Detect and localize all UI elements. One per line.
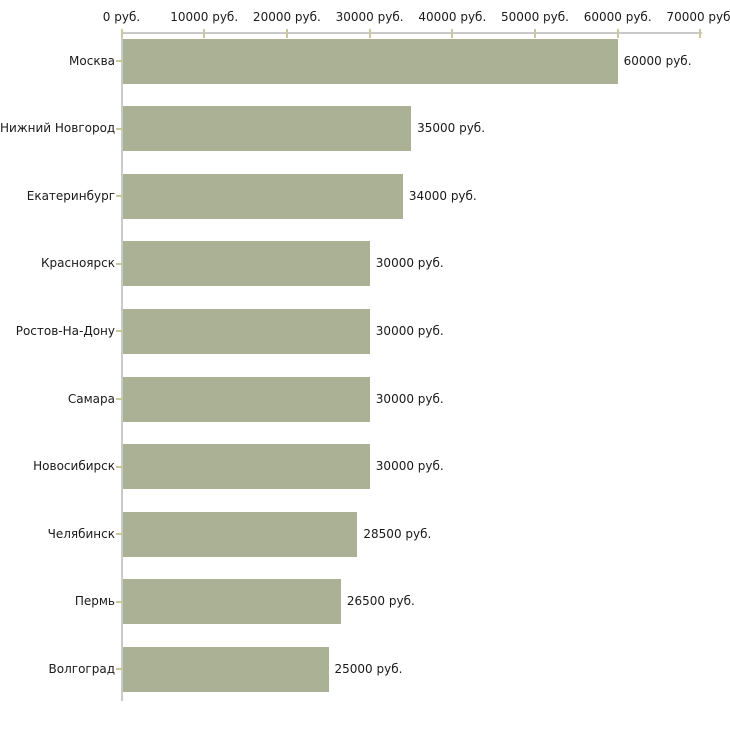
value-label: 30000 руб. <box>375 459 444 474</box>
bar <box>123 376 370 422</box>
value-label: 26500 руб. <box>346 594 415 609</box>
category-label: Новосибирск <box>33 459 115 474</box>
bar <box>123 106 412 152</box>
category-label: Пермь <box>74 594 115 609</box>
axis-tick-mark <box>368 29 371 38</box>
category-label: Волгоград <box>48 661 115 676</box>
axis-tick-label: 60000 руб. <box>583 10 652 24</box>
y-axis-line <box>121 32 123 701</box>
axis-tick-mark <box>203 29 206 38</box>
axis-tick-label: 70000 руб. <box>666 10 730 24</box>
category-label: Москва <box>69 53 115 68</box>
category-tick-mark <box>116 195 124 198</box>
x-axis-line <box>121 32 702 34</box>
axis-tick-label: 20000 руб. <box>252 10 321 24</box>
axis-tick-label: 0 руб. <box>102 10 141 24</box>
value-label: 30000 руб. <box>375 256 444 271</box>
value-label: 60000 руб. <box>623 53 692 68</box>
category-label: Самара <box>67 391 115 406</box>
value-label: 30000 руб. <box>375 391 444 406</box>
value-label: 25000 руб. <box>334 661 403 676</box>
axis-tick-label: 30000 руб. <box>335 10 404 24</box>
category-tick-mark <box>116 533 124 536</box>
category-tick-mark <box>116 127 124 130</box>
bar <box>123 38 618 84</box>
category-label: Нижний Новгород <box>0 121 116 136</box>
category-tick-mark <box>116 60 124 62</box>
category-label: Красноярск <box>41 256 115 271</box>
axis-tick-mark <box>285 29 288 38</box>
category-label: Челябинск <box>47 526 115 541</box>
axis-tick-mark <box>120 29 123 38</box>
axis-tick-mark <box>451 29 454 38</box>
category-tick-mark <box>116 668 124 671</box>
category-label: Ростов-На-Дону <box>15 323 115 338</box>
value-label: 28500 руб. <box>363 526 432 541</box>
bar <box>123 308 370 354</box>
bar <box>123 646 329 692</box>
axis-tick-label: 50000 руб. <box>501 10 569 24</box>
category-tick-mark <box>116 465 124 468</box>
bar <box>123 173 403 219</box>
axis-tick-mark <box>616 29 619 38</box>
value-label: 34000 руб. <box>408 188 477 203</box>
axis-tick-mark <box>534 29 536 38</box>
value-label: 35000 руб. <box>417 121 486 136</box>
category-label: Екатеринбург <box>26 188 115 203</box>
category-tick-mark <box>116 262 124 265</box>
category-tick-mark <box>116 398 124 400</box>
axis-tick-label: 10000 руб. <box>170 10 239 24</box>
axis-tick-mark <box>699 29 702 38</box>
bar <box>123 444 370 490</box>
axis-tick-label: 40000 руб. <box>418 10 487 24</box>
category-tick-mark <box>116 330 124 333</box>
bar <box>123 511 358 557</box>
bar <box>123 579 341 625</box>
category-tick-mark <box>116 600 124 603</box>
value-label: 30000 руб. <box>375 323 444 338</box>
bar <box>123 241 370 287</box>
